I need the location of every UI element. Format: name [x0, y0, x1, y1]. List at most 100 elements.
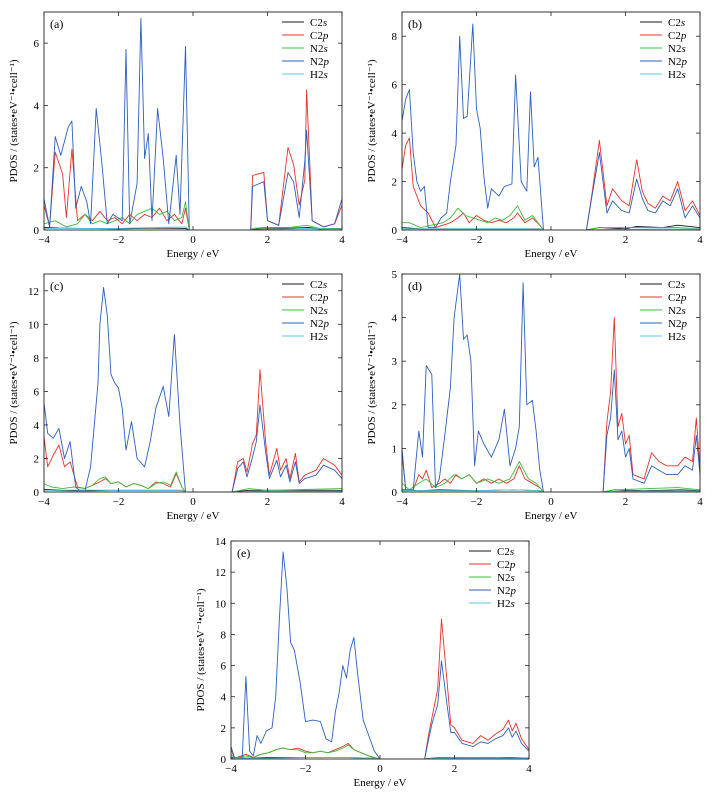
x-tick-label: −4: [38, 496, 50, 508]
legend-label-c2p: C2p: [668, 292, 687, 304]
plot-frame: [43, 11, 343, 231]
legend-label-h2s: H2s: [310, 69, 328, 81]
legend-label-c2s: C2s: [668, 279, 685, 291]
x-tick-label: −2: [471, 496, 483, 508]
y-tick-label: 12: [28, 286, 39, 298]
panel-label: (e): [237, 546, 250, 560]
legend-label-n2s: N2s: [310, 43, 328, 55]
x-tick-label: 0: [548, 234, 554, 246]
y-tick-label: 10: [215, 598, 227, 610]
x-axis-label: Energy / eV: [354, 777, 407, 789]
y-tick-label: 4: [34, 420, 40, 432]
series-line-h2s: [402, 489, 700, 492]
legend-label-c2s: C2s: [310, 279, 327, 291]
x-tick-label: 4: [339, 496, 345, 508]
series-line-n2s: [231, 744, 529, 759]
y-tick-label: 5: [392, 269, 398, 281]
x-tick-label: −4: [225, 763, 237, 775]
y-tick-label: 8: [392, 31, 398, 43]
series-line-c2p: [402, 317, 700, 492]
y-tick-label: 2: [221, 723, 227, 735]
legend-label-n2p: N2p: [668, 56, 687, 68]
y-axis-label: PDOS / (states•eV⁻¹•cell⁻¹): [8, 59, 20, 182]
series-line-n2s: [402, 461, 700, 492]
x-tick-label: 2: [265, 234, 271, 246]
legend-label-c2s: C2s: [668, 17, 685, 29]
legend-label-c2p: C2p: [497, 559, 516, 571]
plot-frame: [43, 273, 343, 493]
series-line-h2s: [402, 228, 700, 230]
chart-panel-b: −4 −2 0 2 4 0 2 4 6 8 Energy / eV PDOS / (states•eV…: [366, 11, 703, 260]
y-tick-label: 0: [34, 487, 40, 499]
chart-panel-d: −4 −2 0 2 4 0 1 2 3 4 5 Energy / eV PDOS / (states•e…: [366, 269, 703, 522]
y-tick-label: 4: [392, 128, 398, 140]
legend-label-n2p: N2p: [310, 318, 329, 330]
legend-label-c2s: C2s: [310, 17, 327, 29]
x-tick-label: −2: [113, 234, 125, 246]
x-tick-label: 2: [623, 496, 629, 508]
y-axis-label: PDOS / (states•eV⁻¹•cell⁻¹): [8, 321, 20, 444]
series-line-n2p: [402, 23, 700, 230]
series-line-n2p: [44, 17, 342, 230]
y-tick-label: 2: [34, 453, 40, 465]
y-tick-label: 8: [34, 353, 40, 365]
panel-label: (c): [50, 279, 63, 293]
y-tick-label: 4: [392, 313, 398, 325]
y-tick-label: 8: [221, 629, 227, 641]
plot-frame: [401, 11, 701, 231]
panel-label: (d): [408, 279, 422, 293]
series-line-n2p: [402, 274, 700, 492]
y-tick-label: 6: [34, 386, 40, 398]
x-axis-label: Energy / eV: [167, 248, 220, 260]
legend-label-c2s: C2s: [497, 546, 514, 558]
x-tick-label: 4: [697, 496, 703, 508]
x-tick-label: 4: [697, 234, 703, 246]
legend-label-n2p: N2p: [497, 585, 516, 597]
series-line-c2p: [44, 89, 342, 230]
x-tick-label: 0: [190, 496, 196, 508]
y-tick-label: 2: [392, 177, 398, 189]
y-tick-label: 1: [392, 443, 398, 455]
series-line-h2s: [44, 489, 342, 492]
y-tick-label: 12: [215, 567, 226, 579]
y-tick-label: 3: [392, 356, 398, 368]
legend-label-h2s: H2s: [497, 598, 515, 610]
legend-label-c2p: C2p: [310, 30, 329, 42]
legend-label-n2p: N2p: [310, 56, 329, 68]
legend-label-n2s: N2s: [310, 305, 328, 317]
y-tick-label: 2: [392, 400, 398, 412]
x-tick-label: 2: [265, 496, 271, 508]
y-tick-label: 4: [221, 692, 227, 704]
x-axis-label: Energy / eV: [167, 510, 220, 522]
chart-panel-e: −4 −2 0 2 4 0 2 4 6 8 10 12 14 Energy / eV PDOS / (sta…: [195, 536, 532, 789]
legend-label-c2p: C2p: [310, 292, 329, 304]
panel-label: (a): [50, 17, 63, 31]
legend-label-n2s: N2s: [668, 43, 686, 55]
x-tick-label: 2: [452, 763, 458, 775]
y-tick-label: 2: [34, 163, 40, 175]
series-line-h2s: [44, 226, 342, 230]
y-tick-label: 6: [392, 80, 398, 92]
x-tick-label: −4: [396, 234, 408, 246]
legend-label-h2s: H2s: [310, 331, 328, 343]
x-tick-label: 0: [190, 234, 196, 246]
series-line-n2p: [44, 286, 342, 492]
legend-label-n2s: N2s: [497, 572, 515, 584]
y-tick-label: 0: [392, 487, 398, 499]
y-tick-label: 14: [215, 536, 227, 548]
x-axis-label: Energy / eV: [525, 248, 578, 260]
x-tick-label: −2: [471, 234, 483, 246]
x-tick-label: 4: [339, 234, 345, 246]
y-tick-label: 10: [28, 319, 40, 331]
legend-label-h2s: H2s: [668, 331, 686, 343]
x-tick-label: −2: [300, 763, 312, 775]
x-tick-label: 4: [526, 763, 532, 775]
y-tick-label: 4: [34, 100, 40, 112]
legend-label-h2s: H2s: [668, 69, 686, 81]
plot-frame: [230, 540, 530, 760]
x-axis-label: Energy / eV: [525, 510, 578, 522]
series-line-n2p: [231, 551, 529, 759]
x-tick-label: −4: [38, 234, 50, 246]
series-line-c2p: [402, 137, 700, 230]
